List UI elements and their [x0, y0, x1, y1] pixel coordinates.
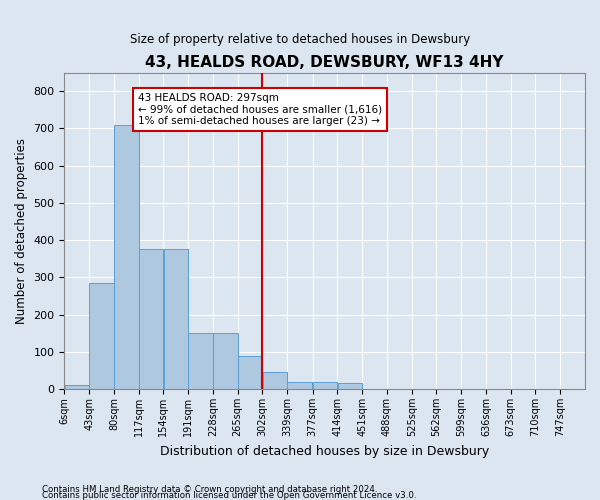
Text: Contains public sector information licensed under the Open Government Licence v3: Contains public sector information licen… [42, 490, 416, 500]
Text: Contains HM Land Registry data © Crown copyright and database right 2024.: Contains HM Land Registry data © Crown c… [42, 484, 377, 494]
Bar [338, 384, 362, 389]
Bar [238, 356, 262, 389]
Title: 43, HEALDS ROAD, DEWSBURY, WF13 4HY: 43, HEALDS ROAD, DEWSBURY, WF13 4HY [145, 55, 504, 70]
Bar [89, 283, 114, 389]
Text: Size of property relative to detached houses in Dewsbury: Size of property relative to detached ho… [130, 32, 470, 46]
Bar [114, 124, 139, 389]
Bar [164, 250, 188, 389]
Bar [213, 333, 238, 389]
Bar [188, 333, 213, 389]
Bar [139, 250, 163, 389]
Text: 43 HEALDS ROAD: 297sqm
← 99% of detached houses are smaller (1,616)
1% of semi-d: 43 HEALDS ROAD: 297sqm ← 99% of detached… [138, 93, 382, 126]
X-axis label: Distribution of detached houses by size in Dewsbury: Distribution of detached houses by size … [160, 444, 490, 458]
Bar [313, 382, 337, 389]
Bar [65, 386, 89, 389]
Y-axis label: Number of detached properties: Number of detached properties [15, 138, 28, 324]
Bar [287, 382, 312, 389]
Bar [263, 372, 287, 389]
